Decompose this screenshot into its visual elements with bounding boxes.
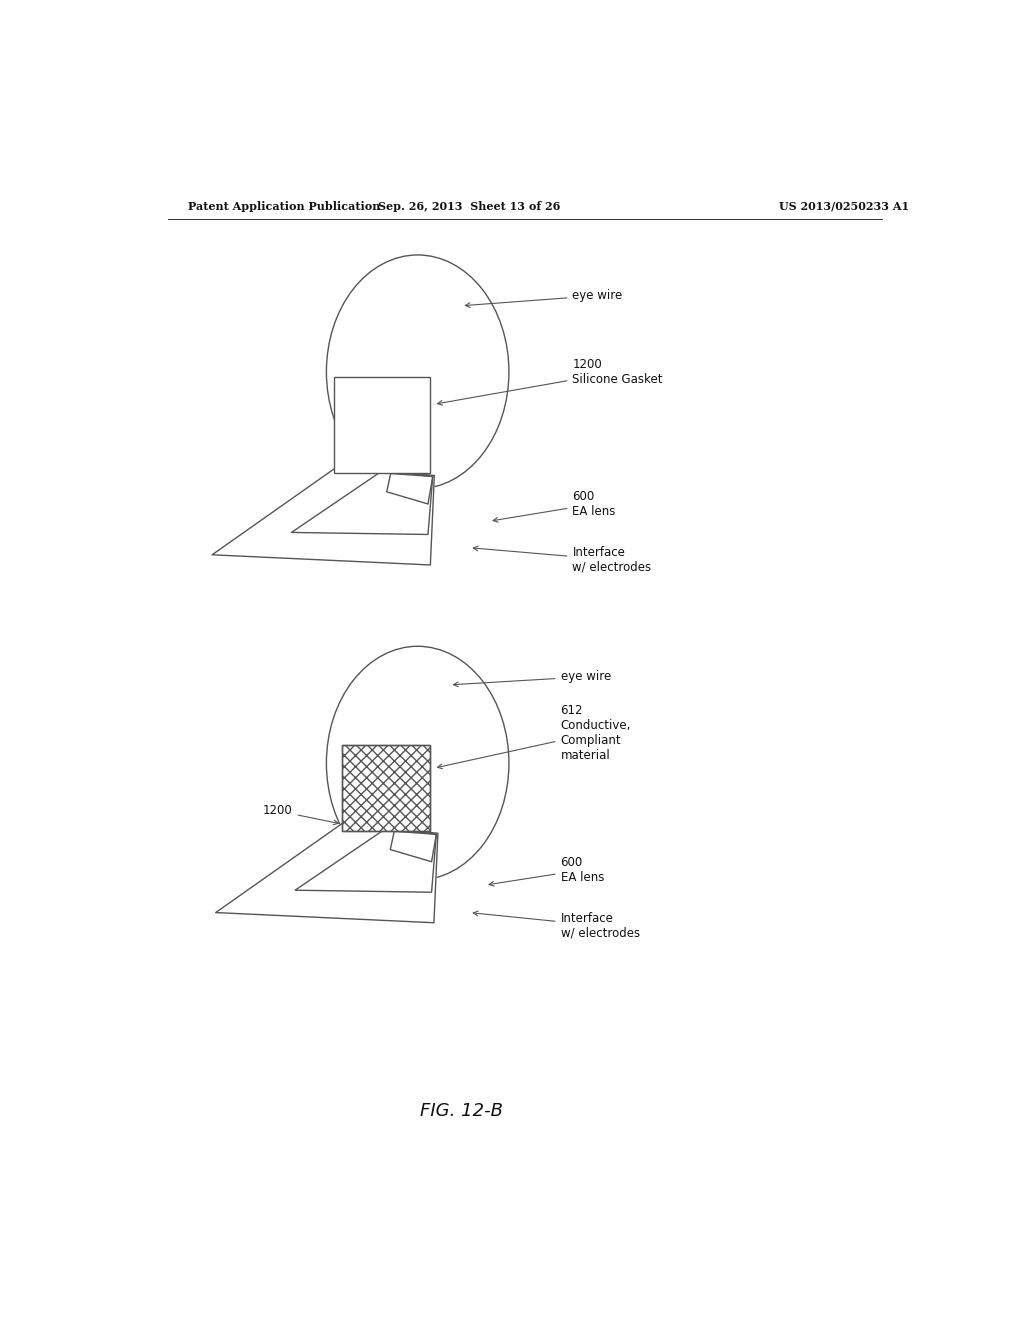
Text: 612
Conductive,
Compliant
material: 612 Conductive, Compliant material: [437, 704, 631, 768]
Text: Patent Application Publication: Patent Application Publication: [187, 201, 380, 211]
Polygon shape: [390, 832, 436, 862]
Text: 600
EA lens: 600 EA lens: [493, 490, 615, 523]
Text: Sep. 26, 2013  Sheet 13 of 26: Sep. 26, 2013 Sheet 13 of 26: [378, 201, 560, 211]
Bar: [342, 744, 430, 832]
Text: Interface
w/ electrodes: Interface w/ electrodes: [473, 546, 651, 574]
Text: US 2013/0250233 A1: US 2013/0250233 A1: [778, 201, 909, 211]
Text: 1200: 1200: [263, 804, 338, 825]
Polygon shape: [216, 824, 438, 923]
Bar: [334, 378, 430, 474]
Polygon shape: [295, 828, 436, 892]
Text: eye wire: eye wire: [465, 289, 623, 308]
Text: 600
EA lens: 600 EA lens: [489, 855, 604, 886]
Text: Interface
w/ electrodes: Interface w/ electrodes: [473, 911, 640, 940]
Text: FIG. 12-B: FIG. 12-B: [420, 1102, 503, 1119]
Polygon shape: [292, 470, 433, 535]
Polygon shape: [212, 466, 434, 565]
Bar: [342, 744, 430, 832]
Polygon shape: [387, 474, 433, 504]
Text: eye wire: eye wire: [454, 671, 610, 686]
Text: 1200
Silicone Gasket: 1200 Silicone Gasket: [437, 358, 663, 405]
